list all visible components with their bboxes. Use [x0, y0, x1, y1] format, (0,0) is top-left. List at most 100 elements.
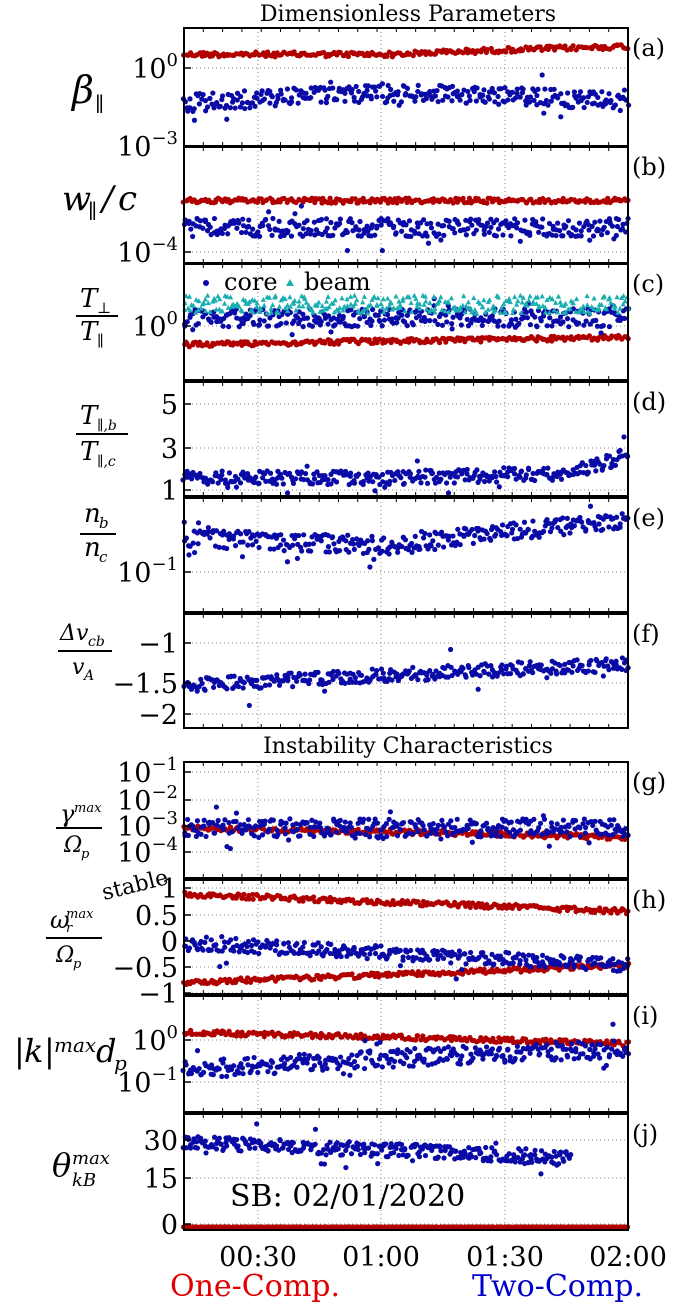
data-point	[357, 830, 363, 837]
data-point	[336, 307, 342, 313]
data-point	[514, 90, 520, 97]
data-point	[241, 680, 247, 686]
data-point	[187, 96, 193, 102]
data-point	[534, 300, 540, 306]
data-point	[215, 817, 221, 824]
data-point	[415, 224, 421, 230]
data-point	[275, 310, 282, 316]
data-point	[253, 823, 259, 829]
data-point	[328, 338, 334, 344]
data-point	[565, 218, 572, 224]
data-point	[283, 820, 289, 826]
data-point	[332, 200, 339, 206]
data-point	[607, 962, 613, 968]
data-point	[328, 79, 334, 85]
data-point	[583, 966, 589, 972]
data-point	[539, 72, 545, 78]
data-point	[377, 318, 383, 324]
data-point	[292, 297, 298, 303]
data-point	[472, 532, 478, 539]
data-point	[284, 559, 291, 565]
data-point	[361, 307, 367, 313]
data-point	[471, 295, 477, 301]
data-point	[208, 319, 214, 325]
data-point	[259, 832, 266, 838]
data-point	[254, 90, 260, 96]
data-point	[432, 309, 438, 315]
data-point	[417, 301, 423, 307]
data-point	[295, 100, 301, 106]
data-point	[460, 665, 466, 671]
data-point	[372, 950, 379, 957]
data-point	[410, 831, 416, 837]
data-point	[591, 305, 597, 311]
data-point	[579, 662, 585, 669]
data-point	[379, 247, 385, 254]
data-point	[481, 231, 487, 237]
data-point	[194, 818, 201, 824]
data-point	[409, 549, 415, 556]
data-point	[188, 476, 195, 482]
data-point	[283, 320, 289, 326]
data-point	[470, 540, 476, 546]
data-point	[282, 825, 288, 831]
data-point	[302, 295, 308, 301]
data-point	[385, 295, 391, 301]
data-point	[605, 195, 611, 201]
data-point	[543, 97, 549, 104]
data-point	[231, 673, 237, 679]
data-point	[210, 90, 216, 96]
data-point	[379, 81, 386, 87]
data-point	[530, 518, 536, 524]
data-point	[190, 302, 197, 308]
data-point	[241, 891, 247, 897]
data-point	[558, 91, 564, 97]
data-point	[555, 293, 562, 299]
data-point	[186, 945, 193, 951]
data-point	[219, 472, 225, 478]
data-point	[367, 951, 373, 957]
data-point	[523, 472, 529, 478]
data-point	[318, 825, 324, 831]
data-point	[400, 819, 407, 826]
data-point	[462, 309, 468, 315]
data-point	[281, 940, 287, 947]
data-point	[488, 224, 494, 230]
data-point	[553, 668, 559, 674]
data-point	[496, 484, 502, 490]
data-point	[227, 294, 234, 300]
panel-d: 531(d)	[161, 381, 666, 507]
data-point	[397, 304, 404, 310]
data-point	[503, 49, 509, 55]
series-b-core	[181, 203, 631, 254]
data-point	[474, 467, 480, 473]
data-point	[276, 218, 282, 224]
data-point	[383, 821, 389, 827]
data-point	[606, 524, 612, 530]
panel-label-e: (e)	[632, 504, 665, 532]
data-point	[270, 215, 276, 222]
data-point	[496, 318, 502, 324]
data-point	[224, 545, 230, 552]
data-point	[577, 89, 584, 95]
data-point	[245, 542, 251, 548]
data-point	[297, 317, 303, 323]
data-point	[520, 86, 526, 92]
data-point	[553, 299, 559, 305]
data-point	[387, 478, 393, 484]
data-point	[551, 307, 557, 313]
data-point	[201, 823, 207, 829]
data-point	[454, 816, 460, 822]
data-point	[259, 88, 265, 94]
data-point	[549, 323, 555, 329]
ytick-a: 100	[132, 50, 178, 85]
data-point	[226, 324, 232, 330]
data-point	[549, 295, 555, 301]
data-point	[469, 222, 475, 228]
data-point	[439, 322, 446, 328]
data-point	[300, 311, 306, 317]
data-point	[290, 542, 296, 548]
data-point	[352, 300, 358, 306]
data-point	[394, 200, 400, 206]
data-point	[565, 90, 571, 96]
